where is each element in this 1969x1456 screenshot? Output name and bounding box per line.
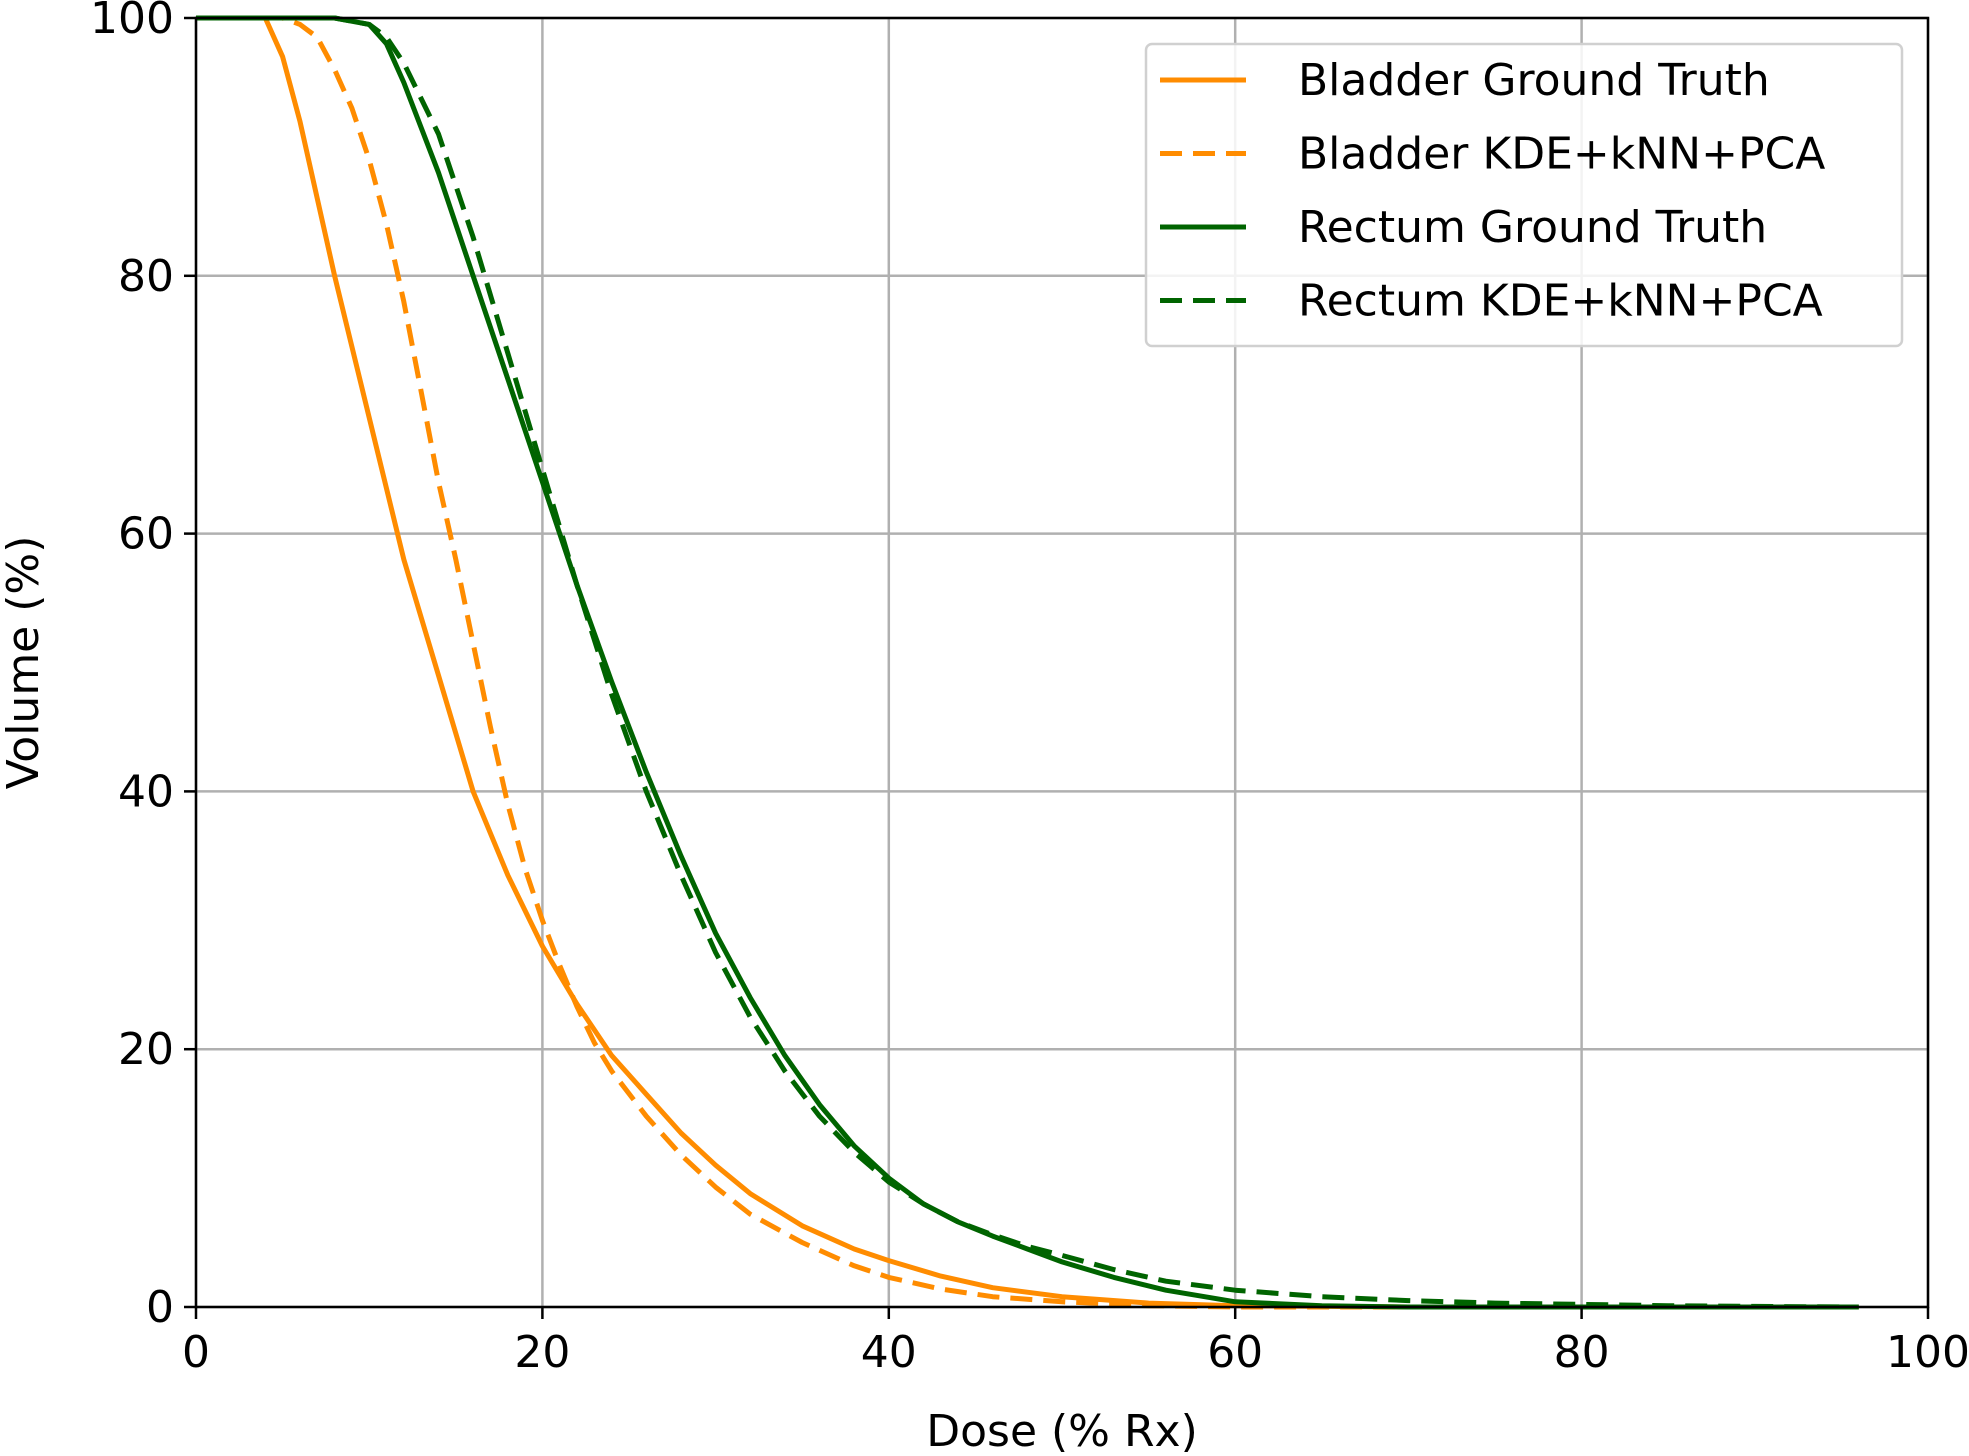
legend-label: Rectum KDE+kNN+PCA <box>1298 276 1823 327</box>
legend: Bladder Ground Truth Bladder KDE+kNN+PCA R… <box>1144 42 1904 348</box>
x-tick-label: 40 <box>861 1327 917 1378</box>
y-tick-label: 20 <box>118 1024 174 1075</box>
series-line-2 <box>196 15 1859 1310</box>
y-tick-label: 60 <box>118 509 174 560</box>
axis-ticks: 0 20 40 60 80 100 0 20 40 60 80 100 <box>90 0 1969 1378</box>
legend-box <box>1144 42 1904 348</box>
x-axis-label: Dose (% Rx) <box>926 1406 1198 1456</box>
series-layer <box>196 15 1859 1310</box>
y-tick-label: 100 <box>90 0 174 44</box>
y-tick-label: 0 <box>146 1282 174 1333</box>
x-tick-label: 0 <box>182 1327 210 1378</box>
series-line-1 <box>196 15 1859 1310</box>
x-tick-label: 20 <box>514 1327 570 1378</box>
plot-frame <box>194 16 1930 1309</box>
x-tick-label: 100 <box>1886 1327 1969 1378</box>
legend-label: Rectum Ground Truth <box>1298 202 1767 253</box>
x-tick-label: 60 <box>1207 1327 1263 1378</box>
legend-label: Bladder KDE+kNN+PCA <box>1298 129 1825 180</box>
y-tick-label: 40 <box>118 766 174 817</box>
y-tick-label: 80 <box>118 251 174 302</box>
y-axis-label: Volume (%) <box>0 536 49 790</box>
legend-label: Bladder Ground Truth <box>1298 55 1770 106</box>
series-line-3 <box>196 15 1859 1310</box>
x-tick-label: 80 <box>1554 1327 1610 1378</box>
